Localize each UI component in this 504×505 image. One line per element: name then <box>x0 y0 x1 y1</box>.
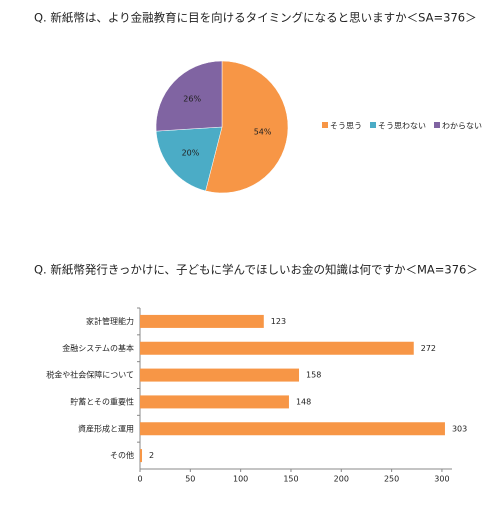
legend-swatch <box>322 122 328 128</box>
legend-label: そう思う <box>330 122 362 131</box>
chart-title: Q. 新紙幣発行きっかけに、子どもに学んでほしいお金の知識は何ですか＜MA=37… <box>34 263 478 277</box>
data-label: 20% <box>182 149 200 158</box>
y-tick-label: その他 <box>110 450 134 460</box>
legend-label: わからない <box>442 122 482 131</box>
data-label: 303 <box>452 424 467 433</box>
data-label: 123 <box>271 317 286 326</box>
x-tick-label: 150 <box>283 475 298 484</box>
bar <box>140 449 143 463</box>
x-tick-label: 200 <box>334 475 349 484</box>
x-tick-label: 100 <box>233 475 248 484</box>
pie-slice <box>155 60 223 132</box>
x-tick-label: 300 <box>434 475 449 484</box>
bar <box>140 314 264 328</box>
bar <box>140 341 414 355</box>
legend-swatch <box>434 122 440 128</box>
legend-label: そう思わない <box>378 122 426 131</box>
data-label: 158 <box>306 371 321 380</box>
y-tick-label: 資産形成と運用 <box>78 423 134 433</box>
x-tick-label: 250 <box>384 475 399 484</box>
data-label: 2 <box>149 451 154 460</box>
data-label: 272 <box>421 344 436 353</box>
y-tick-label: 家計管理能力 <box>86 316 134 326</box>
y-tick-label: 貯蓄とその重要性 <box>70 396 134 406</box>
data-label: 54% <box>254 128 272 137</box>
y-tick-label: 税金や社会保障について <box>46 370 134 380</box>
pie-slice <box>155 126 223 192</box>
data-label: 148 <box>296 397 311 406</box>
legend-swatch <box>370 122 376 128</box>
pie-slice <box>205 60 289 194</box>
x-tick-label: 50 <box>185 475 195 484</box>
bar <box>140 368 300 382</box>
chart-title: Q. 新紙幣は、より金融教育に目を向けるタイミングになると思いますか＜SA=37… <box>34 11 477 25</box>
x-tick-label: 0 <box>137 475 142 484</box>
bar <box>140 422 445 436</box>
y-tick-label: 金融システムの基本 <box>62 343 134 353</box>
bar <box>140 395 289 409</box>
data-label: 26% <box>183 94 201 103</box>
